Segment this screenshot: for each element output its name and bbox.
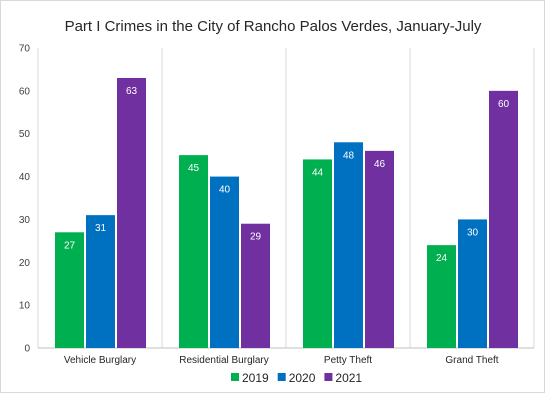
- y-tick-label: 70: [19, 44, 31, 55]
- data-label: 30: [467, 227, 479, 238]
- data-labels: 27 31 63 45 40 29 44 48 46 24 30 60: [64, 86, 510, 264]
- bar-2020: [458, 219, 487, 348]
- bars: [55, 78, 518, 348]
- y-tick-label: 60: [19, 86, 31, 97]
- legend: 2019 2020 2021: [231, 371, 362, 385]
- x-tick-label: Vehicle Burglary: [64, 355, 136, 366]
- bar-2019: [179, 155, 208, 348]
- x-tick-label: Grand Theft: [445, 355, 498, 366]
- data-label: 29: [250, 232, 262, 243]
- data-label: 44: [312, 167, 324, 178]
- chart-title: Part I Crimes in the City of Rancho Palo…: [65, 18, 482, 35]
- bar-2019: [55, 232, 84, 348]
- data-label: 45: [188, 163, 200, 174]
- bar-2019: [427, 245, 456, 348]
- x-tick-label: Residential Burglary: [179, 355, 269, 366]
- bar-2020: [86, 215, 115, 348]
- data-label: 63: [126, 86, 138, 97]
- bar-2020: [210, 176, 239, 348]
- x-axis: Vehicle Burglary Residential Burglary Pett…: [64, 355, 499, 366]
- y-tick-label: 30: [19, 215, 31, 226]
- data-label: 60: [498, 99, 510, 110]
- data-label: 40: [219, 185, 231, 196]
- data-label: 27: [64, 240, 76, 251]
- y-tick-label: 40: [19, 172, 31, 183]
- bar-2021: [365, 150, 394, 348]
- y-axis: 0 10 20 30 40 50 60 70: [19, 44, 31, 355]
- data-label: 48: [343, 150, 355, 161]
- bar-2021: [117, 78, 146, 348]
- bar-2019: [303, 159, 332, 348]
- legend-label: 2019: [242, 371, 269, 385]
- y-tick-label: 50: [19, 129, 31, 140]
- legend-swatch: [324, 373, 333, 381]
- data-label: 24: [436, 253, 448, 264]
- bar-2021: [241, 223, 270, 348]
- bar-2021: [489, 90, 518, 348]
- y-tick-label: 0: [24, 344, 30, 355]
- legend-label: 2021: [335, 371, 362, 385]
- bar-2020: [334, 142, 363, 348]
- y-tick-label: 10: [19, 301, 31, 312]
- data-label: 31: [95, 223, 107, 234]
- legend-swatch: [231, 373, 239, 381]
- y-tick-label: 20: [19, 258, 31, 269]
- legend-swatch: [277, 373, 286, 381]
- legend-label: 2020: [289, 371, 316, 385]
- x-tick-label: Petty Theft: [324, 355, 372, 366]
- data-label: 46: [374, 159, 386, 170]
